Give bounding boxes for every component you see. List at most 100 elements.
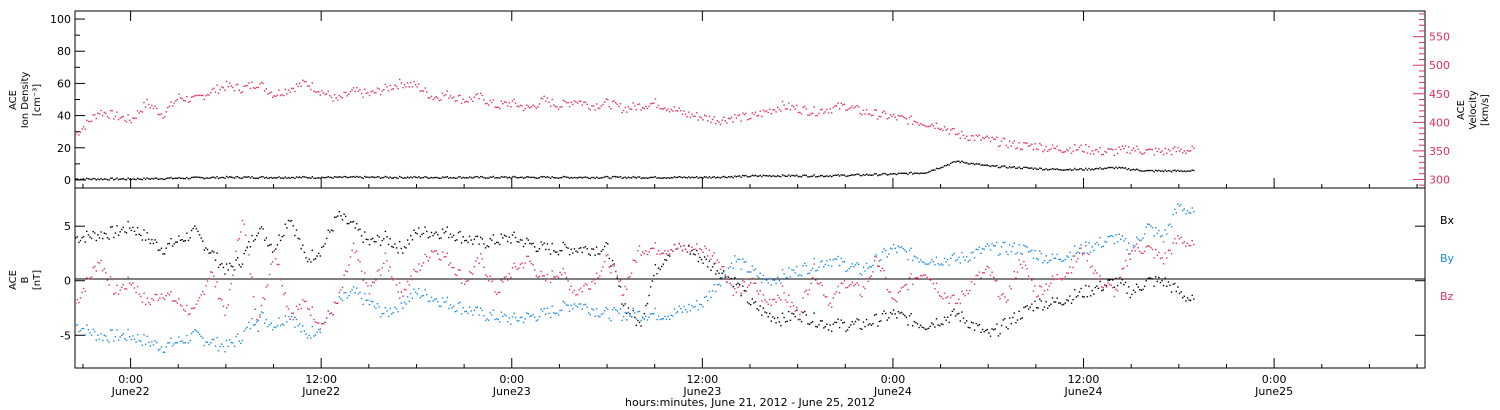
ion-density-point	[499, 177, 501, 179]
bz-point	[364, 272, 366, 274]
velocity-point	[897, 114, 900, 117]
bz-point	[670, 249, 672, 251]
bz-point	[629, 275, 631, 278]
ion-density-point	[559, 177, 561, 179]
bx-point	[265, 237, 267, 239]
bx-point	[832, 323, 834, 325]
velocity-point	[605, 98, 607, 100]
velocity-point	[1166, 152, 1168, 154]
by-point	[672, 315, 674, 317]
by-point	[980, 252, 982, 254]
b-y-tick-label: 5	[64, 220, 71, 233]
velocity-point	[554, 105, 556, 108]
bx-point	[292, 225, 294, 227]
velocity-point	[918, 124, 920, 126]
ion-density-point	[508, 176, 510, 178]
by-point	[278, 317, 280, 319]
ion-density-point	[667, 177, 669, 179]
ion-density-point	[260, 176, 263, 178]
velocity-point	[283, 94, 285, 97]
ion-density-point	[438, 177, 441, 179]
velocity-point	[143, 101, 145, 104]
ion-density-point	[553, 177, 555, 179]
bz-point	[238, 238, 240, 240]
velocity-point	[869, 113, 871, 115]
velocity-point	[522, 109, 525, 112]
bx-point	[437, 233, 439, 236]
bx-point	[472, 243, 474, 245]
by-point	[756, 275, 758, 277]
by-point	[103, 334, 105, 336]
by-point	[468, 306, 471, 308]
x-tick-label-time: 12:00	[687, 373, 719, 386]
velocity-point	[570, 101, 572, 103]
ion-density-point	[75, 178, 77, 180]
by-point	[966, 255, 968, 258]
bx-point	[319, 255, 321, 257]
bz-point	[915, 277, 917, 279]
by-point	[802, 265, 804, 267]
bx-point	[410, 235, 412, 237]
bx-point	[1007, 328, 1009, 330]
ion-density-point	[109, 177, 112, 179]
velocity-point	[1069, 147, 1071, 149]
velocity-point	[337, 99, 339, 101]
velocity-point	[584, 101, 587, 103]
bx-point	[413, 229, 415, 231]
bx-point	[786, 320, 788, 323]
ion-density-point	[232, 176, 234, 179]
ion-density-point	[600, 177, 603, 179]
bx-point	[624, 303, 626, 305]
bz-point	[767, 303, 769, 305]
bz-point	[197, 300, 199, 302]
by-point	[608, 317, 610, 320]
velocity-point	[956, 133, 958, 136]
ion-density-point	[1013, 166, 1015, 168]
ion-density-point	[638, 176, 641, 178]
velocity-point	[843, 103, 846, 105]
bx-point	[651, 280, 653, 282]
bz-point	[306, 307, 309, 310]
bz-point	[162, 297, 164, 299]
ion-density-point	[945, 164, 947, 167]
by-point	[211, 338, 213, 341]
velocity-point	[108, 117, 110, 119]
bx-point	[1096, 285, 1098, 287]
bz-point	[513, 262, 515, 265]
by-point	[943, 257, 946, 260]
ion-density-point	[939, 167, 941, 170]
by-point	[892, 243, 895, 246]
velocity-y-tick-label: 500	[1429, 59, 1450, 72]
bz-point	[1064, 276, 1066, 278]
velocity-point	[467, 101, 469, 103]
by-point	[619, 308, 622, 310]
by-point	[1099, 237, 1101, 239]
bx-point	[1059, 302, 1062, 304]
bz-point	[765, 301, 768, 303]
by-point	[249, 327, 252, 330]
bz-point	[850, 283, 852, 286]
bx-point	[1069, 295, 1071, 297]
velocity-point	[87, 120, 90, 123]
by-point	[975, 248, 977, 250]
bz-point	[967, 292, 969, 295]
velocity-point	[346, 95, 348, 97]
by-point	[151, 341, 153, 343]
bz-point	[615, 270, 617, 273]
by-point	[1004, 241, 1006, 244]
velocity-point	[846, 109, 849, 111]
velocity-point	[241, 91, 244, 93]
bx-point	[187, 239, 190, 242]
ion-density-point	[254, 177, 256, 179]
by-point	[364, 293, 366, 295]
bz-point	[1032, 290, 1035, 292]
by-point	[988, 245, 990, 247]
by-point	[778, 279, 780, 282]
by-point	[430, 296, 433, 299]
x-tick-label-date: June24	[873, 385, 912, 398]
by-point	[856, 262, 858, 264]
by-point	[676, 311, 679, 313]
bz-point	[748, 284, 750, 286]
by-point	[200, 335, 202, 337]
